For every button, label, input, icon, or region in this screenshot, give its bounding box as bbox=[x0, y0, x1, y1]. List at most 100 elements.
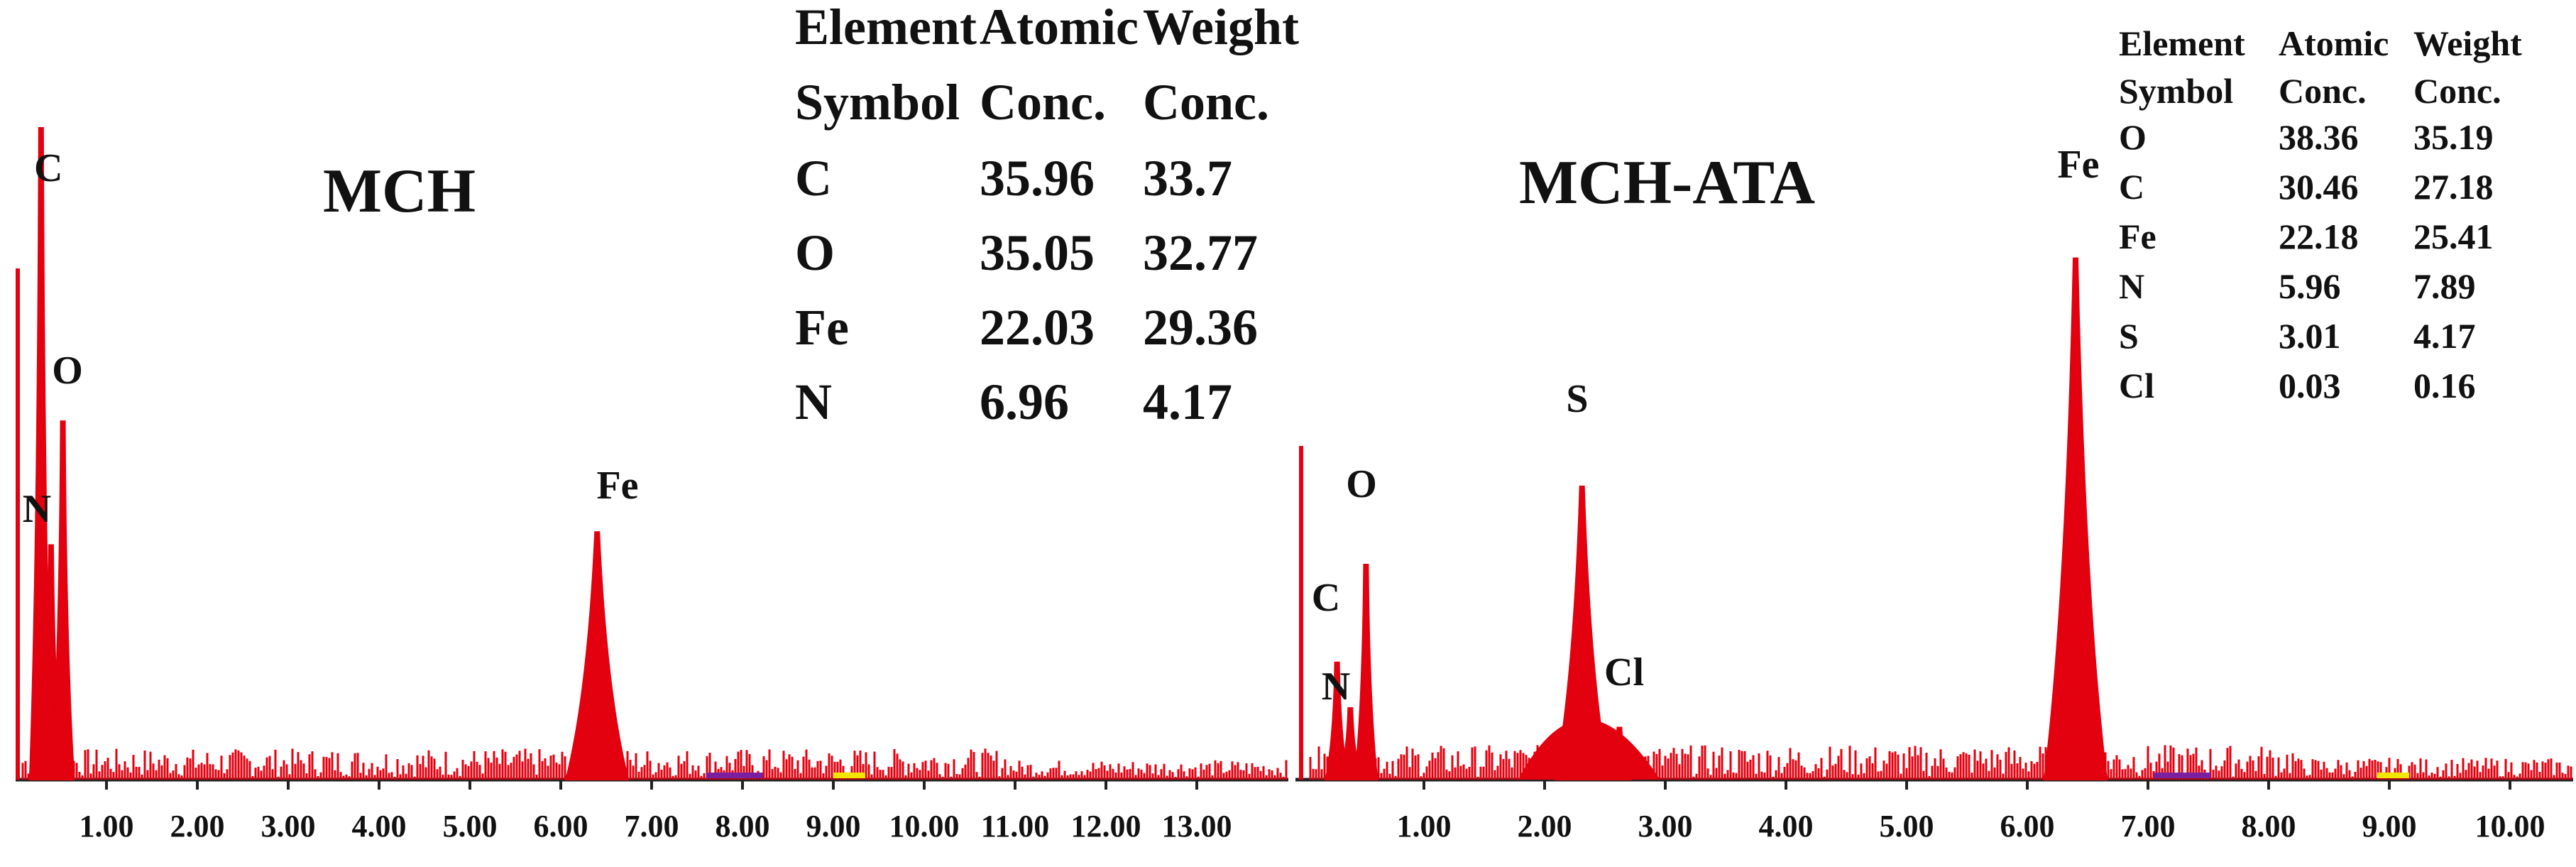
x-tick-label: 1.00 bbox=[1397, 809, 1452, 844]
table-cell: 7.89 bbox=[2413, 266, 2476, 306]
table-header-cell: Element bbox=[795, 0, 977, 55]
x-tick-label: 10.00 bbox=[889, 809, 960, 844]
purple-marker-band bbox=[2154, 773, 2211, 778]
peak-label-cl: Cl bbox=[1604, 650, 1644, 694]
table-cell: 33.7 bbox=[1143, 150, 1232, 207]
peak-s bbox=[1554, 485, 1610, 780]
yellow-marker-band bbox=[2377, 773, 2409, 778]
table-cell: N bbox=[795, 373, 832, 430]
table-cell: C bbox=[2119, 167, 2144, 207]
peak-o bbox=[50, 420, 75, 780]
peak-label-c: C bbox=[1312, 576, 1340, 620]
table-cell: N bbox=[2119, 266, 2144, 306]
mch-peak-labels: C N O Fe bbox=[23, 146, 639, 531]
table-header-cell: Atomic bbox=[2279, 23, 2389, 63]
peak-label-n: N bbox=[1322, 665, 1350, 709]
mch-title: MCH bbox=[323, 157, 476, 226]
table-header-cell: Conc. bbox=[1143, 74, 1269, 131]
x-tick-label: 4.00 bbox=[352, 809, 407, 844]
peak-label-fe: Fe bbox=[2057, 143, 2099, 187]
mch-ata-composition-table: Element Symbol Atomic Conc. Weight Conc. O 38.3… bbox=[2119, 23, 2522, 405]
table-cell: 35.19 bbox=[2413, 117, 2494, 157]
mch-spectrum-peaks bbox=[16, 127, 630, 780]
table-cell: 22.03 bbox=[980, 299, 1095, 356]
x-tick-label: 2.00 bbox=[1518, 809, 1572, 844]
table-header-cell: Conc. bbox=[980, 74, 1106, 131]
mch-ata-spectrum-panel: 1.00 2.00 3.00 4.00 5.00 6.00 7.00 8.00 9.00 10.0… bbox=[1295, 23, 2573, 844]
low-energy-edge bbox=[16, 268, 20, 780]
table-cell: O bbox=[2119, 117, 2147, 157]
peak-label-o: O bbox=[1346, 462, 1377, 506]
mch-ata-peak-labels: C N O S Cl Fe bbox=[1312, 143, 2100, 709]
x-tick-label: 10.00 bbox=[2475, 809, 2545, 844]
yellow-marker-band bbox=[833, 773, 865, 778]
peak-label-n: N bbox=[23, 487, 51, 531]
mch-ata-x-ticks: 1.00 2.00 3.00 4.00 5.00 6.00 7.00 8.00 9.00 10.0… bbox=[1397, 780, 2545, 844]
table-cell: 0.03 bbox=[2279, 366, 2341, 405]
table-cell: 6.96 bbox=[980, 373, 1069, 430]
peak-label-c: C bbox=[34, 146, 62, 190]
baseline-noise bbox=[21, 748, 1288, 780]
table-cell: 22.18 bbox=[2279, 217, 2359, 256]
table-cell: 25.41 bbox=[2413, 217, 2494, 256]
table-cell: 5.96 bbox=[2279, 266, 2341, 306]
mch-ata-spectrum-peaks bbox=[1299, 257, 2108, 780]
table-cell: 30.46 bbox=[2279, 167, 2359, 207]
table-cell: 38.36 bbox=[2279, 117, 2359, 157]
table-cell: 29.36 bbox=[1143, 299, 1258, 356]
x-tick-label: 9.00 bbox=[2362, 809, 2417, 844]
table-cell: S bbox=[2119, 316, 2139, 356]
table-header-cell: Weight bbox=[2413, 23, 2522, 63]
mch-x-ticks: 1.00 2.00 3.00 4.00 5.00 6.00 7.00 8.00 9.00 10.0… bbox=[80, 780, 1232, 844]
x-tick-label: 3.00 bbox=[261, 809, 316, 844]
x-tick-label: 5.00 bbox=[443, 809, 498, 844]
peak-fe bbox=[2043, 257, 2108, 780]
table-header-cell: Weight bbox=[1143, 0, 1299, 55]
table-cell: 3.01 bbox=[2279, 316, 2341, 356]
x-tick-label: 9.00 bbox=[806, 809, 861, 844]
peak-label-o: O bbox=[52, 349, 83, 393]
x-tick-label: 7.00 bbox=[625, 809, 679, 844]
mch-ata-marker-bands bbox=[2154, 773, 2409, 778]
x-tick-label: 8.00 bbox=[716, 809, 770, 844]
peak-s-shoulder bbox=[1518, 719, 1660, 780]
x-tick-label: 13.00 bbox=[1162, 809, 1232, 844]
table-header-cell: Conc. bbox=[2279, 71, 2367, 111]
x-tick-label: 1.00 bbox=[80, 809, 134, 844]
table-cell: 4.17 bbox=[1143, 373, 1232, 430]
table-header-cell: Symbol bbox=[795, 74, 960, 131]
table-cell: 35.05 bbox=[980, 224, 1095, 281]
table-header-cell: Conc. bbox=[2413, 71, 2501, 111]
peak-cl bbox=[1606, 726, 1632, 780]
purple-marker-band bbox=[706, 773, 763, 778]
table-cell: 32.77 bbox=[1143, 224, 1258, 281]
x-tick-label: 6.00 bbox=[534, 809, 588, 844]
table-cell: 0.16 bbox=[2413, 366, 2476, 405]
x-tick-label: 4.00 bbox=[1759, 809, 1814, 844]
x-tick-label: 5.00 bbox=[1880, 809, 1934, 844]
table-cell: Fe bbox=[795, 299, 849, 356]
peak-label-s: S bbox=[1566, 377, 1588, 421]
peak-o bbox=[1354, 564, 1379, 780]
mch-marker-bands bbox=[706, 773, 865, 778]
table-cell: Cl bbox=[2119, 366, 2154, 405]
x-tick-label: 12.00 bbox=[1071, 809, 1141, 844]
table-cell: 4.17 bbox=[2413, 316, 2476, 356]
peak-label-fe: Fe bbox=[596, 464, 638, 508]
table-cell: 35.96 bbox=[980, 150, 1095, 207]
x-tick-label: 3.00 bbox=[1638, 809, 1693, 844]
table-header-cell: Atomic bbox=[980, 0, 1139, 55]
table-cell: C bbox=[795, 150, 832, 207]
x-tick-label: 2.00 bbox=[170, 809, 225, 844]
mch-spectrum-panel: 1.00 2.00 3.00 4.00 5.00 6.00 7.00 8.00 9.00 10.0… bbox=[16, 0, 1299, 844]
x-tick-label: 8.00 bbox=[2242, 809, 2296, 844]
mch-spectrum-baseline bbox=[21, 748, 1288, 780]
low-energy-edge bbox=[1299, 446, 1303, 780]
x-tick-label: 7.00 bbox=[2121, 809, 2176, 844]
table-header-cell: Symbol bbox=[2119, 71, 2233, 111]
peak-fe bbox=[564, 531, 630, 780]
table-cell: 27.18 bbox=[2413, 167, 2494, 207]
table-cell: Fe bbox=[2119, 217, 2156, 256]
